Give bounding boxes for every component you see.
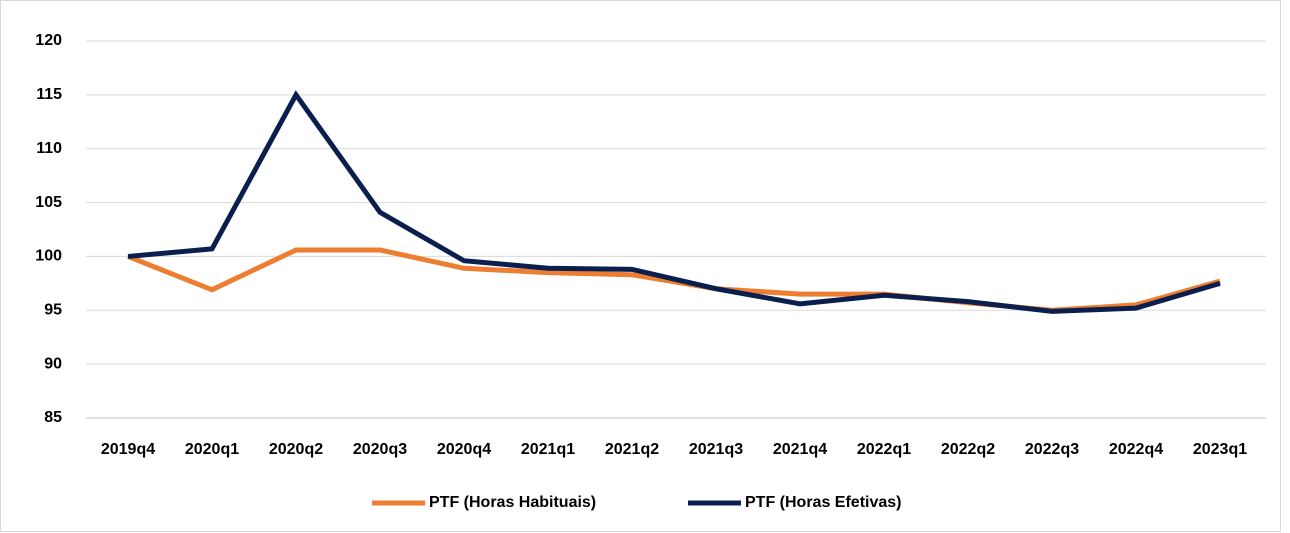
x-tick-label: 2021q2 [605, 441, 659, 458]
x-tick-label: 2019q4 [101, 441, 155, 458]
y-tick-label: 100 [35, 248, 62, 265]
x-tick-label: 2021q3 [689, 441, 743, 458]
y-tick-label: 95 [44, 302, 62, 319]
y-tick-label: 90 [44, 355, 62, 372]
y-tick-label: 120 [35, 32, 62, 49]
line-series [127, 90, 1221, 314]
legend-label: PTF (Horas Efetivas) [745, 494, 901, 511]
y-tick-label: 85 [44, 409, 62, 426]
x-tick-label: 2022q4 [1109, 441, 1163, 458]
x-tick-label: 2021q4 [773, 441, 827, 458]
y-tick-label: 110 [36, 140, 62, 157]
x-tick-label: 2020q1 [185, 441, 239, 458]
x-tick-label: 2020q4 [437, 441, 491, 458]
x-tick-label: 2022q2 [941, 441, 995, 458]
x-tick-label: 2022q3 [1025, 441, 1079, 458]
y-tick-label: 105 [35, 194, 62, 211]
x-tick-label: 2023q1 [1193, 441, 1247, 458]
legend-label: PTF (Horas Habituais) [429, 494, 596, 511]
x-tick-label: 2020q2 [269, 441, 323, 458]
y-tick-label: 115 [36, 86, 62, 103]
x-tick-label: 2021q1 [521, 441, 575, 458]
x-tick-label: 2020q3 [353, 441, 407, 458]
x-tick-label: 2022q1 [857, 441, 911, 458]
